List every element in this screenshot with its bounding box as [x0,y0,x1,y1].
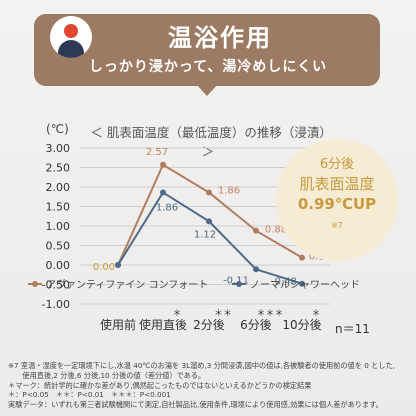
data-label: 2.57 [146,147,168,158]
x-tick-labels: 使用前 使用直後 2分後 6分後 10分後 [100,317,322,332]
data-point [299,254,305,261]
avatar-head [64,24,78,38]
legend-swatch-series-1 [28,280,42,287]
avatar-shoulders [58,40,84,58]
data-label: -0.48 [271,277,297,288]
data-label: 1.86 [156,202,178,213]
legend-swatch-series-2 [232,280,246,287]
y-tick-label: 2.00 [46,181,71,194]
legend-item-series-2: ノーマルシャワーヘッド [232,276,360,291]
y-tick-label: 2.50 [46,162,71,175]
y-tick-label: -1.00 [42,298,70,311]
y-tick-label: 0.50 [46,240,71,253]
footnote-line: 使用直後,2 分後,6 分後,10 分後の値（差分値）である。 [8,370,206,380]
sample-size-label: n＝11 [335,322,370,336]
y-axis-unit: (℃) [46,122,69,136]
footnote-line: ＊マーク：統計学的に確かな差があり,偶然起こったものではないといえるかどうかの検… [8,380,312,390]
data-point [160,189,166,196]
x-tick-label: 使用直後 [139,317,187,332]
data-label: 0.00 [93,262,115,273]
callout-line3: 0.99℃UP [297,195,377,213]
banner-title: 温浴作用 [168,24,272,52]
footnote-line: ※7 室温・湿度を一定環境下にし,水温 40℃のお湯を 3L溜め,3 分間浸漬,… [8,361,395,370]
header-banner [34,14,380,86]
data-point [206,189,212,196]
banner-pointer [196,84,218,96]
footnote-line: ＊：P<0.05 ＊＊：P<0.01 ＊＊＊：P<0.001 [8,390,171,400]
significance-marker: ＊＊ [214,309,232,319]
y-tick-label: 1.50 [46,201,71,214]
y-tick-label: 0.00 [46,259,71,272]
data-point [160,161,166,168]
x-tick-label: 10分後 [282,318,321,332]
callout-circle: 6分後 肌表面温度 0.99℃UP ※7 [276,139,398,261]
data-point [206,218,212,225]
significance-marker: ＊＊＊ [256,309,283,319]
x-tick-label: 使用前 [100,317,136,332]
legend-item-series-1: アヴァンティファイン コンフォート [28,276,208,291]
x-tick-label: 2分後 [193,318,225,332]
data-point [253,227,259,234]
significance-markers: ＊＊＊ ＊＊＊＊ [172,309,320,319]
data-label: 0.88 [265,225,287,236]
significance-marker: ＊ [172,309,181,319]
data-label: 1.12 [194,229,216,240]
series-line [117,163,303,266]
data-label: 1.86 [218,185,240,196]
footnotes: ※7 室温・湿度を一定環境下にし,水温 40℃のお湯を 3L溜め,3 分間浸漬,… [8,361,412,410]
footnote-line: 実験データ：いずれも第三者試験機関にて測定,自社製品比,使用条件,環境により使用… [8,400,383,410]
person-avatar-icon [50,16,92,58]
y-tick-label: -0.50 [42,279,70,292]
y-tick-labels: 3.00 2.50 2.00 1.50 1.00 0.50 0.00 -0.50 -1.00 [42,142,70,311]
y-tick-label: 1.00 [46,220,71,233]
legend-label-series-1: アヴァンティファイン コンフォート [46,280,209,291]
x-tick-label: 6分後 [240,318,272,332]
banner-subtitle: しっかり浸かって、湯冷めしにくい [88,59,328,75]
legend-label-series-2: ノーマルシャワーヘッド [250,280,360,291]
data-point [253,266,259,273]
data-point [115,262,121,268]
data-point [299,280,305,287]
callout-line1: 6分後 [319,157,355,172]
callout-line2: 肌表面温度 [299,175,375,193]
chart-legend: アヴァンティファイン コンフォート ノーマルシャワーヘッド [28,276,398,292]
significance-marker: ＊ [311,309,320,319]
y-tick-label: 3.00 [46,142,71,155]
callout-note: ※7 [331,221,343,230]
